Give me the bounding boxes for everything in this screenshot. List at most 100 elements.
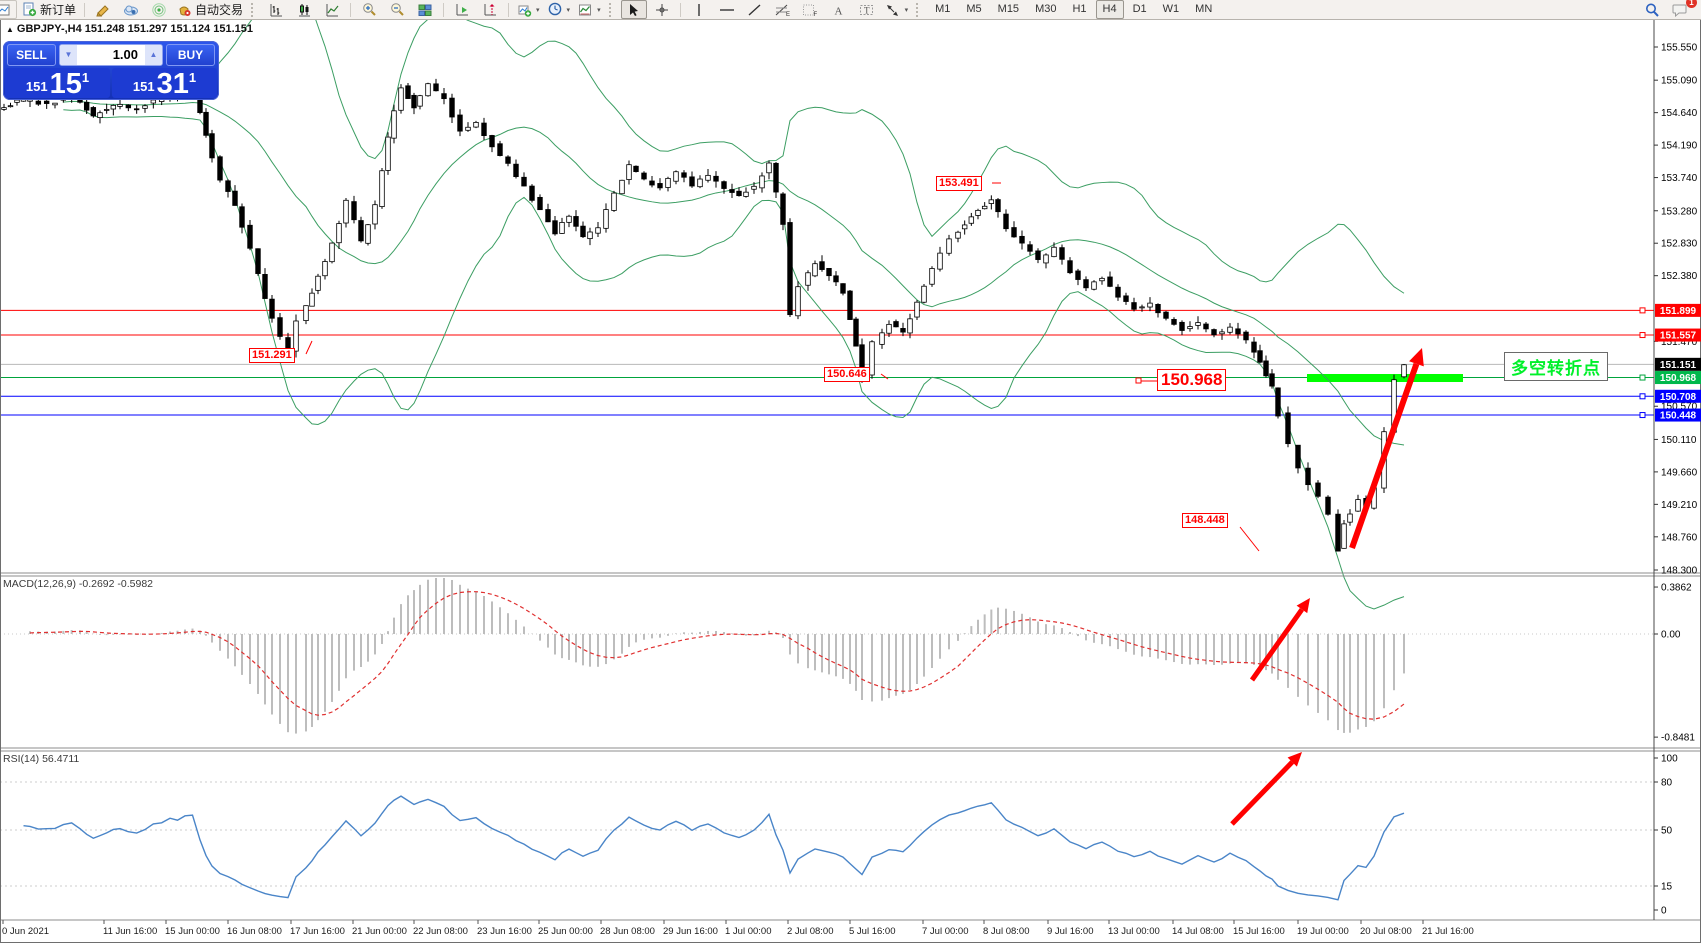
price-axis: 155.550 155.090 154.640 154.190 153.740 153.2… [1654, 43, 1698, 577]
tab-timeframe-MN[interactable]: MN [1195, 3, 1213, 15]
svg-text:15 Jun 00:00: 15 Jun 00:00 [165, 926, 220, 937]
green-highlight-bar[interactable] [1307, 374, 1463, 382]
svg-text:21 Jun 00:00: 21 Jun 00:00 [352, 926, 407, 937]
svg-text:29 Jun 16:00: 29 Jun 16:00 [663, 926, 718, 937]
svg-text:8 Jul 08:00: 8 Jul 08:00 [983, 926, 1029, 937]
svg-text:0.00: 0.00 [1661, 630, 1681, 641]
dropdown-caret-icon: ▾ [536, 6, 540, 14]
volume-decrease-button[interactable]: ▼ [60, 45, 77, 65]
bar-chart-icon [270, 3, 282, 16]
vertical-line-icon [697, 3, 700, 16]
price-label-151-291[interactable]: 151.291 [249, 348, 295, 363]
price-label-148-448[interactable]: 148.448 [1182, 513, 1228, 528]
text-label-tool-button[interactable]: T [854, 0, 880, 19]
tab-timeframe-M15[interactable]: M15 [997, 3, 1020, 15]
annotation-turning-point[interactable]: 多空转折点 [1504, 352, 1608, 381]
volume-input[interactable]: 1.00 [112, 47, 138, 62]
svg-text:148.300: 148.300 [1661, 566, 1698, 577]
toolbar-grip[interactable] [251, 2, 258, 17]
tab-timeframe-M1[interactable]: M1 [935, 3, 951, 15]
collapse-panel-triangle-icon[interactable]: ▲ [6, 25, 14, 34]
svg-text:153.740: 153.740 [1661, 173, 1698, 184]
trendline-tool-button[interactable] [742, 0, 768, 19]
separator [679, 2, 681, 17]
candlestick-series [1, 78, 1407, 552]
templates-button[interactable]: ▾ [575, 0, 604, 19]
svg-text:151.557: 151.557 [1660, 331, 1697, 342]
buy-button[interactable]: BUY [166, 44, 215, 66]
community-button[interactable] [118, 0, 144, 19]
chart-symbol-title: ▲ GBPJPY-,H4 151.248 151.297 151.124 151.… [6, 23, 253, 35]
signals-button[interactable] [146, 0, 172, 19]
clock-icon [548, 2, 561, 16]
candlestick-mode-button[interactable] [291, 0, 317, 19]
zoom-in-button[interactable] [356, 0, 382, 19]
cursor-arrow-icon [630, 3, 639, 16]
periods-button[interactable]: ▾ [545, 0, 574, 19]
svg-text:0 Jun 2021: 0 Jun 2021 [2, 926, 49, 937]
new-chart-button[interactable] [0, 0, 17, 19]
text-tool-button[interactable]: A [826, 0, 852, 19]
sell-price-display[interactable]: 151 15 1 [5, 68, 110, 99]
text-a-icon: A [835, 5, 843, 17]
price-label-150-646[interactable]: 150.646 [824, 367, 870, 382]
horizontal-line-tool-button[interactable] [714, 0, 740, 19]
svg-text:F: F [814, 12, 818, 17]
tile-windows-button[interactable] [412, 0, 438, 19]
grid-tool-button[interactable]: F [798, 0, 824, 19]
crosshair-tool-button[interactable] [649, 0, 675, 19]
chat-bubble-icon [1672, 4, 1687, 17]
svg-text:T: T [864, 5, 870, 15]
sell-button[interactable]: SELL [7, 44, 56, 66]
svg-text:154.640: 154.640 [1661, 108, 1698, 119]
zoom-out-button[interactable] [384, 0, 410, 19]
new-order-button[interactable]: 新订单 [19, 0, 79, 19]
price-label-150-968[interactable]: 150.968 [1157, 369, 1227, 391]
svg-text:7 Jul 00:00: 7 Jul 00:00 [922, 926, 968, 937]
line-chart-icon [326, 3, 338, 16]
notifications-button[interactable]: 1 [1667, 0, 1697, 19]
tab-timeframe-M30[interactable]: M30 [1035, 3, 1057, 15]
buy-price-sup: 1 [188, 70, 197, 85]
time-axis[interactable]: 0 Jun 2021 11 Jun 16:00 15 Jun 00:00 16 Jun… [2, 920, 1474, 937]
candlestick-icon [298, 3, 310, 16]
indicators-add-icon [518, 5, 532, 17]
shapes-tool-button[interactable]: ▾ [882, 0, 912, 19]
zoom-out-icon [390, 3, 404, 16]
toolbar-grip[interactable] [608, 2, 616, 17]
tab-timeframe-D1[interactable]: D1 [1132, 3, 1147, 15]
svg-text:9 Jul 16:00: 9 Jul 16:00 [1047, 926, 1093, 937]
indicators-button[interactable]: ▾ [514, 0, 543, 19]
tab-timeframe-M5[interactable]: M5 [966, 3, 982, 15]
cursor-tool-button[interactable] [620, 0, 647, 19]
tab-timeframe-H1[interactable]: H1 [1072, 3, 1087, 15]
price-label-153-491[interactable]: 153.491 [936, 176, 982, 191]
buy-price-display[interactable]: 151 31 1 [112, 68, 217, 99]
volume-field: ▼ 1.00 ▲ [59, 44, 163, 66]
volume-increase-button[interactable]: ▲ [145, 45, 162, 65]
line-chart-mode-button[interactable] [319, 0, 345, 19]
svg-text:150.570: 150.570 [1661, 402, 1698, 413]
search-button[interactable] [1639, 0, 1665, 19]
styler-button[interactable] [90, 0, 116, 19]
svg-text:150.708: 150.708 [1660, 392, 1697, 403]
svg-text:15: 15 [1661, 882, 1673, 893]
svg-text:152.380: 152.380 [1661, 271, 1698, 282]
auto-trading-button[interactable]: 自动交易 [174, 0, 246, 19]
search-icon [1646, 3, 1659, 17]
svg-text:152.830: 152.830 [1661, 239, 1698, 250]
svg-text:155.550: 155.550 [1661, 43, 1698, 54]
toolbar-grip[interactable] [916, 2, 923, 17]
tab-timeframe-W1[interactable]: W1 [1162, 3, 1180, 15]
tile-windows-icon [418, 4, 432, 16]
svg-text:0: 0 [1661, 906, 1667, 917]
tab-timeframe-H4[interactable]: H4 [1095, 0, 1124, 19]
svg-text:11 Jun 16:00: 11 Jun 16:00 [103, 926, 157, 937]
trend-arrows[interactable] [1230, 348, 1424, 826]
fibonacci-tool-button[interactable]: E [770, 0, 796, 19]
chart-shift-button[interactable] [477, 0, 503, 19]
auto-scroll-button[interactable] [449, 0, 475, 19]
bar-chart-mode-button[interactable] [263, 0, 289, 19]
vertical-line-tool-button[interactable] [686, 0, 712, 19]
